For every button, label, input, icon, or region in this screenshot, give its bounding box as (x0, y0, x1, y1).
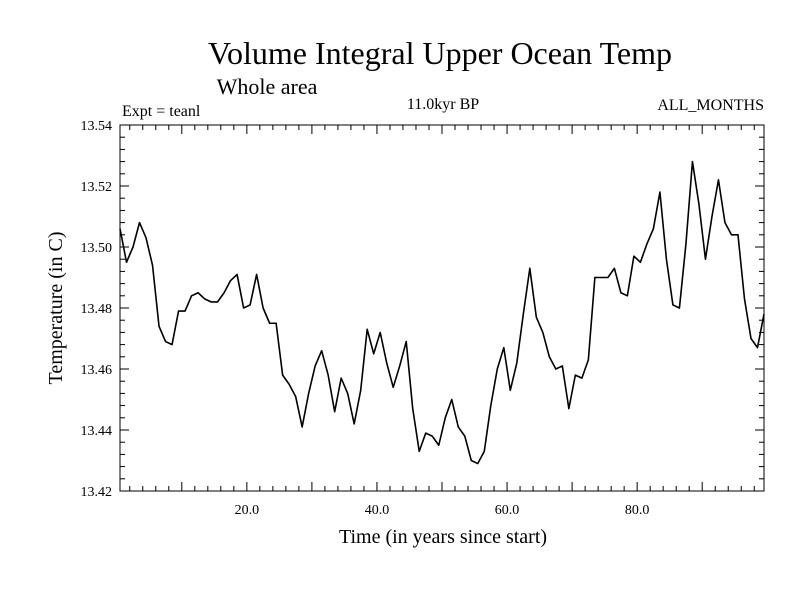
y-tick-label: 13.44 (81, 424, 113, 439)
chart-subtitle: Whole area (217, 74, 318, 99)
x-axis-label: Time (in years since start) (339, 526, 547, 548)
y-tick-label: 13.50 (81, 241, 113, 256)
y-tick-label: 13.54 (81, 119, 113, 134)
chart-title: Volume Integral Upper Ocean Temp (208, 35, 672, 71)
x-tick-label: 20.0 (235, 503, 260, 518)
temperature-series-line (119, 160, 765, 465)
y-axis-label: Temperature (in C) (45, 232, 67, 385)
months-label: ALL_MONTHS (657, 97, 764, 114)
plot-frame (119, 124, 765, 492)
x-tick-label: 80.0 (625, 503, 650, 518)
y-tick-label: 13.48 (81, 302, 113, 317)
y-tick-label: 13.52 (81, 180, 113, 195)
x-tick-label: 60.0 (495, 503, 520, 518)
y-tick-label: 13.42 (81, 485, 113, 500)
experiment-label: Expt = teanl (122, 103, 201, 120)
period-label: 11.0kyr BP (407, 96, 479, 113)
x-tick-label: 40.0 (365, 503, 390, 518)
x-axis-tick-labels: 20.0 40.0 60.0 80.0 (235, 503, 650, 518)
y-tick-label: 13.46 (81, 363, 113, 378)
y-axis-ticks (120, 124, 764, 492)
x-axis-ticks (129, 125, 755, 491)
y-axis-tick-labels: 13.42 13.44 13.46 13.48 13.50 13.52 13.54 (81, 119, 113, 500)
